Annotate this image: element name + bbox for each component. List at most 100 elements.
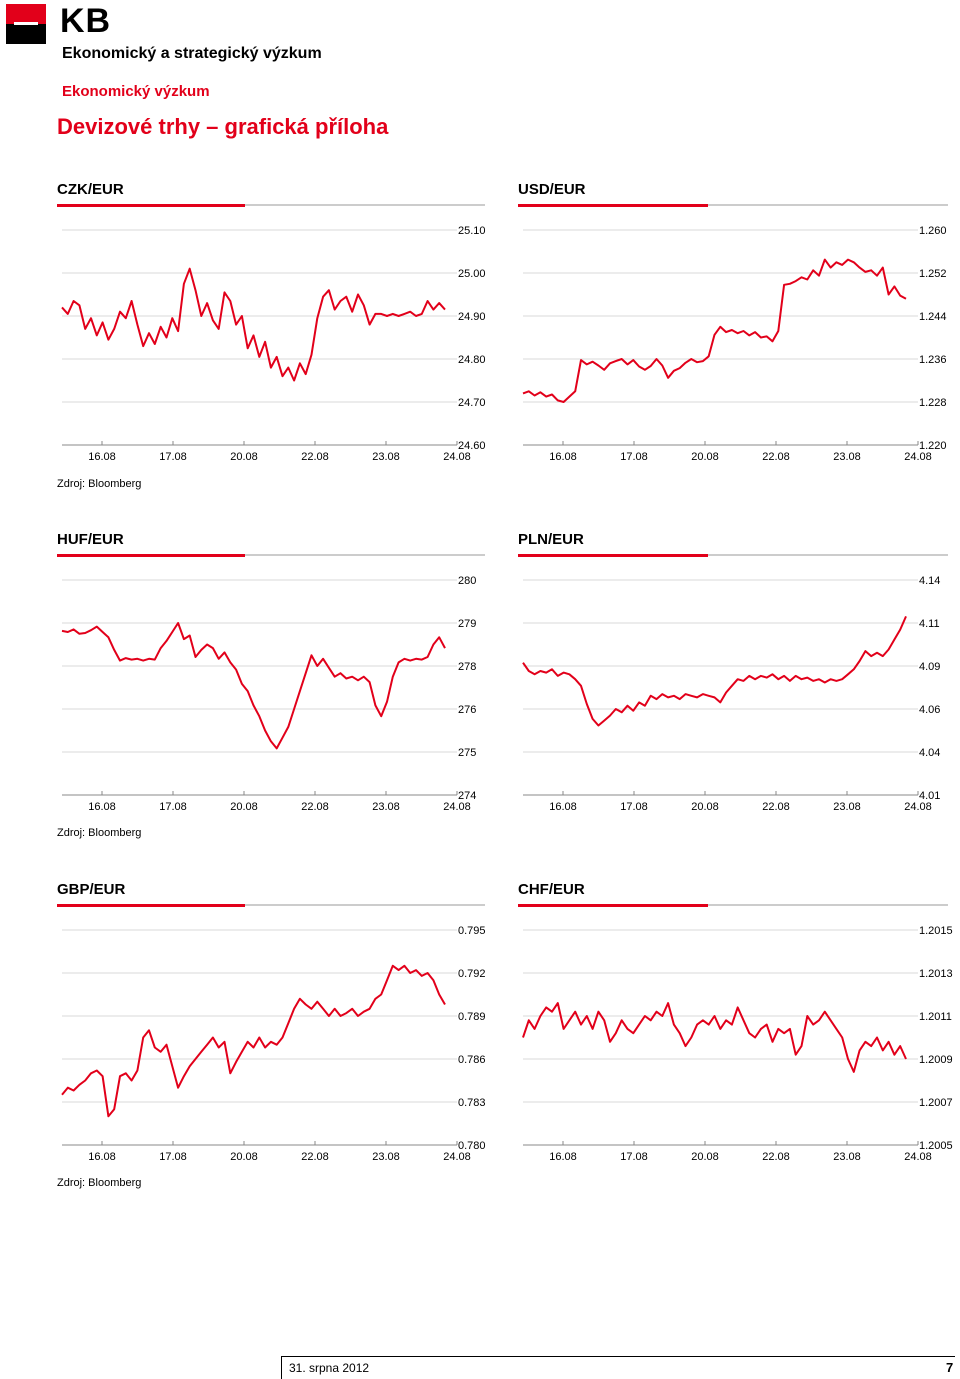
x-tick-label: 20.08 (691, 1151, 719, 1163)
x-tick-label: 23.08 (833, 801, 861, 813)
kb-logo-text: KB (60, 2, 112, 40)
series-line (61, 622, 446, 750)
y-tick-label: 4.09 (919, 661, 940, 673)
x-tick-label: 17.08 (620, 451, 648, 463)
x-tick-label: 20.08 (691, 801, 719, 813)
chart-title-czk-eur: CZK/EUR (57, 181, 124, 198)
chart-chf-eur: 1.2015 1.2013 1.2011 1.2009 1.2007 1.2005 16.0… (522, 925, 953, 1163)
x-tick-label: 24.08 (904, 801, 932, 813)
y-tick-label: 275 (458, 747, 476, 759)
chart-czk-eur: 25.10 25.00 24.90 24.80 24.70 24.60 16.08 17.08… (61, 225, 486, 463)
x-tick-label: 22.08 (762, 1151, 790, 1163)
x-tick-label: 16.08 (549, 801, 577, 813)
y-tick-label: 1.2015 (919, 925, 953, 937)
source-note: Zdroj: Bloomberg (57, 827, 142, 839)
y-tick-label: 1.252 (919, 268, 947, 280)
y-tick-label: 278 (458, 661, 476, 673)
x-tick-label: 22.08 (762, 451, 790, 463)
x-tick-label: 17.08 (620, 1151, 648, 1163)
x-tick-label: 24.08 (904, 1151, 932, 1163)
y-tick-label: 1.228 (919, 397, 947, 409)
chart-pln-eur: 4.14 4.11 4.09 4.06 4.04 4.01 16.08 17.08 20.08 2… (522, 575, 940, 813)
x-tick-label: 16.08 (88, 1151, 116, 1163)
chart-rule (57, 204, 485, 207)
series-line (522, 1002, 907, 1073)
x-tick-label: 16.08 (549, 1151, 577, 1163)
x-tick-label: 16.08 (549, 451, 577, 463)
x-tick-label: 23.08 (833, 1151, 861, 1163)
x-tick-label: 23.08 (372, 801, 400, 813)
y-tick-label: 1.244 (919, 311, 947, 323)
y-tick-label: 25.00 (458, 268, 486, 280)
x-tick-label: 17.08 (159, 801, 187, 813)
y-tick-label: 24.80 (458, 354, 486, 366)
x-tick-label: 23.08 (833, 451, 861, 463)
x-tick-label: 22.08 (301, 1151, 329, 1163)
y-tick-label: 0.795 (458, 925, 486, 937)
y-tick-label: 24.70 (458, 397, 486, 409)
x-tick-label: 20.08 (230, 1151, 258, 1163)
chart-huf-eur: 280 279 278 276 275 274 16.08 17.08 20.08 22.08 23… (61, 575, 476, 813)
x-tick-label: 24.08 (443, 1151, 471, 1163)
x-tick-label: 24.08 (443, 451, 471, 463)
chart-rule (518, 904, 948, 907)
x-tick-label: 17.08 (159, 1151, 187, 1163)
y-tick-label: 279 (458, 618, 476, 630)
y-tick-label: 24.90 (458, 311, 486, 323)
chart-title-chf-eur: CHF/EUR (518, 881, 585, 898)
y-tick-label: 1.2011 (919, 1011, 952, 1023)
kb-logo-mark (6, 4, 46, 44)
x-tick-label: 20.08 (691, 451, 719, 463)
y-tick-label: 4.11 (919, 618, 940, 630)
footer-frame (281, 1356, 955, 1379)
y-tick-label: 0.789 (458, 1011, 486, 1023)
y-tick-label: 4.01 (919, 790, 940, 802)
y-tick-label: 1.220 (919, 440, 947, 452)
x-tick-label: 22.08 (301, 451, 329, 463)
y-tick-label: 4.14 (919, 575, 940, 587)
y-tick-label: 0.792 (458, 968, 486, 980)
y-tick-label: 1.2013 (919, 968, 953, 980)
y-tick-label: 0.786 (458, 1054, 486, 1066)
series-line (61, 267, 446, 382)
source-note: Zdroj: Bloomberg (57, 1177, 142, 1189)
chart-title-pln-eur: PLN/EUR (518, 531, 584, 548)
y-tick-label: 274 (458, 790, 476, 802)
x-tick-label: 17.08 (620, 801, 648, 813)
x-tick-label: 22.08 (301, 801, 329, 813)
y-tick-label: 0.783 (458, 1097, 486, 1109)
y-tick-label: 25.10 (458, 225, 486, 237)
x-tick-label: 20.08 (230, 451, 258, 463)
page-title: Devizové trhy – grafická příloha (57, 114, 389, 139)
y-tick-label: 276 (458, 704, 476, 716)
x-tick-label: 24.08 (904, 451, 932, 463)
chart-title-huf-eur: HUF/EUR (57, 531, 124, 548)
chart-gbp-eur: 0.795 0.792 0.789 0.786 0.783 0.780 16.08 17.08… (61, 925, 486, 1163)
chart-rule (57, 554, 485, 557)
chart-title-gbp-eur: GBP/EUR (57, 881, 126, 898)
footer-date: 31. srpna 2012 (289, 1361, 370, 1375)
y-tick-label: 1.2005 (919, 1140, 953, 1152)
chart-title-usd-eur: USD/EUR (518, 181, 586, 198)
x-tick-label: 20.08 (230, 801, 258, 813)
y-tick-label: 280 (458, 575, 476, 587)
y-tick-label: 0.780 (458, 1140, 486, 1152)
chart-rule (518, 204, 948, 207)
y-tick-label: 1.236 (919, 354, 947, 366)
subdepartment-name: Ekonomický výzkum (62, 83, 210, 100)
y-tick-label: 24.60 (458, 440, 486, 452)
chart-rule (57, 904, 485, 907)
x-tick-label: 16.08 (88, 451, 116, 463)
series-line (61, 964, 446, 1118)
series-line (522, 258, 907, 403)
y-tick-label: 1.2007 (919, 1097, 953, 1109)
chart-usd-eur: 1.260 1.252 1.244 1.236 1.228 1.220 16.08 17.08… (522, 225, 947, 463)
y-tick-label: 4.06 (919, 704, 940, 716)
x-tick-label: 17.08 (159, 451, 187, 463)
y-tick-label: 4.04 (919, 747, 940, 759)
series-line (522, 615, 907, 727)
y-tick-label: 1.2009 (919, 1054, 953, 1066)
chart-rule (518, 554, 948, 557)
x-tick-label: 16.08 (88, 801, 116, 813)
x-tick-label: 23.08 (372, 451, 400, 463)
